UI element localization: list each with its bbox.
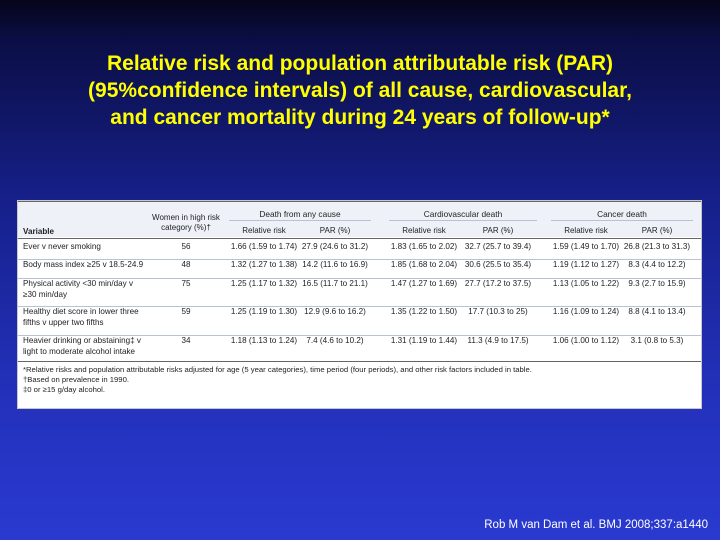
table-top-rule (18, 201, 701, 202)
title-line-1: Relative risk and population attributabl… (106, 52, 614, 75)
table-header-band (18, 201, 701, 237)
row-value-cell: 14.2 (11.6 to 16.9) (302, 260, 368, 269)
subheader-par-cancer: PAR (%) (641, 226, 673, 235)
variable-header: Variable (23, 227, 55, 236)
row-value-cell: 7.4 (4.6 to 10.2) (306, 336, 364, 345)
row-value-cell: 1.47 (1.27 to 1.69) (390, 279, 458, 288)
table-body-bottom-rule (18, 361, 701, 362)
women-header-line-2: category (%)† (161, 223, 211, 232)
row-value-cell: 1.18 (1.13 to 1.24) (230, 336, 298, 345)
row-value-cell: 1.35 (1.22 to 1.50) (390, 307, 458, 316)
row-variable-label: ≥30 min/day (23, 289, 68, 299)
row-value-cell: 1.83 (1.65 to 2.02) (390, 242, 458, 251)
group-cardiovascular: Cardiovascular death (423, 209, 503, 219)
row-separator (18, 306, 701, 307)
row-women-percent: 34 (181, 336, 191, 345)
women-header-line-1: Women in high risk (152, 213, 220, 222)
subheader-par-cardio: PAR (%) (482, 226, 514, 235)
row-value-cell: 3.1 (0.8 to 5.3) (630, 336, 684, 345)
row-women-percent: 75 (181, 279, 191, 288)
group-rule-cancer (551, 220, 693, 221)
row-value-cell: 1.13 (1.05 to 1.22) (552, 279, 620, 288)
row-women-percent: 56 (181, 242, 191, 251)
row-variable-label: Healthy diet score in lower three (23, 307, 139, 316)
row-variable-label: light to moderate alcohol intake (23, 346, 136, 356)
row-variable-label: fifths v upper two fifths (23, 317, 104, 327)
row-value-cell: 1.32 (1.27 to 1.38) (230, 260, 298, 269)
group-any-cause: Death from any cause (259, 209, 341, 219)
row-variable-label: Heavier drinking or abstaining‡ v (23, 336, 141, 345)
header-bottom-rule (18, 238, 701, 239)
row-separator (18, 278, 701, 279)
row-value-cell: 9.3 (2.7 to 15.9) (628, 279, 686, 288)
row-value-cell: 1.31 (1.19 to 1.44) (390, 336, 458, 345)
row-value-cell: 1.19 (1.12 to 1.27) (552, 260, 620, 269)
title-line-2: (95%confidence intervals) of all cause, … (88, 79, 632, 102)
row-value-cell: 27.7 (17.2 to 37.5) (464, 279, 532, 288)
group-cancer: Cancer death (597, 209, 647, 219)
row-variable-label: Body mass index ≥25 v 18.5-24.9 (23, 260, 144, 269)
row-value-cell: 27.9 (24.6 to 31.2) (301, 242, 369, 251)
group-rule-cardio (389, 220, 537, 221)
row-separator (18, 259, 701, 260)
row-value-cell: 26.8 (21.3 to 31.3) (623, 242, 691, 251)
results-table: Death from any cause Cardiovascular deat… (17, 200, 702, 409)
row-value-cell: 16.5 (11.7 to 21.1) (302, 279, 368, 288)
footnote-alcohol: ‡0 or ≥15 g/day alcohol. (23, 385, 106, 394)
row-value-cell: 30.6 (25.5 to 35.4) (464, 260, 532, 269)
slide-title: Relative risk and population attributabl… (20, 50, 700, 131)
row-value-cell: 32.7 (25.7 to 39.4) (464, 242, 532, 251)
row-value-cell: 1.16 (1.09 to 1.24) (552, 307, 620, 316)
footnote-adjustment: *Relative risks and population attributa… (23, 365, 532, 374)
footnote-prevalence: †Based on prevalence in 1990. (23, 375, 129, 384)
title-line-3: and cancer mortality during 24 years of … (110, 106, 610, 129)
subheader-rr-cancer: Relative risk (564, 226, 608, 235)
row-value-cell: 8.3 (4.4 to 12.2) (628, 260, 686, 269)
row-value-cell: 8.8 (4.1 to 13.4) (628, 307, 686, 316)
row-women-percent: 48 (181, 260, 191, 269)
citation: Rob M van Dam et al. BMJ 2008;337:a1440 (484, 519, 708, 531)
row-women-percent: 59 (181, 307, 191, 316)
row-value-cell: 1.25 (1.19 to 1.30) (230, 307, 298, 316)
row-separator (18, 335, 701, 336)
row-value-cell: 1.85 (1.68 to 2.04) (390, 260, 458, 269)
subheader-rr-cardio: Relative risk (402, 226, 446, 235)
row-value-cell: 1.66 (1.59 to 1.74) (230, 242, 298, 251)
row-value-cell: 1.25 (1.17 to 1.32) (230, 279, 298, 288)
row-value-cell: 11.3 (4.9 to 17.5) (467, 336, 529, 345)
row-value-cell: 1.06 (1.00 to 1.12) (552, 336, 620, 345)
row-variable-label: Physical activity <30 min/day v (23, 279, 133, 288)
subheader-par-any: PAR (%) (319, 226, 351, 235)
row-value-cell: 1.59 (1.49 to 1.70) (552, 242, 620, 251)
subheader-rr-any: Relative risk (242, 226, 286, 235)
group-rule-any (229, 220, 371, 221)
row-value-cell: 12.9 (9.6 to 16.2) (304, 307, 366, 316)
row-value-cell: 17.7 (10.3 to 25) (468, 307, 528, 316)
row-variable-label: Ever v never smoking (23, 242, 101, 251)
